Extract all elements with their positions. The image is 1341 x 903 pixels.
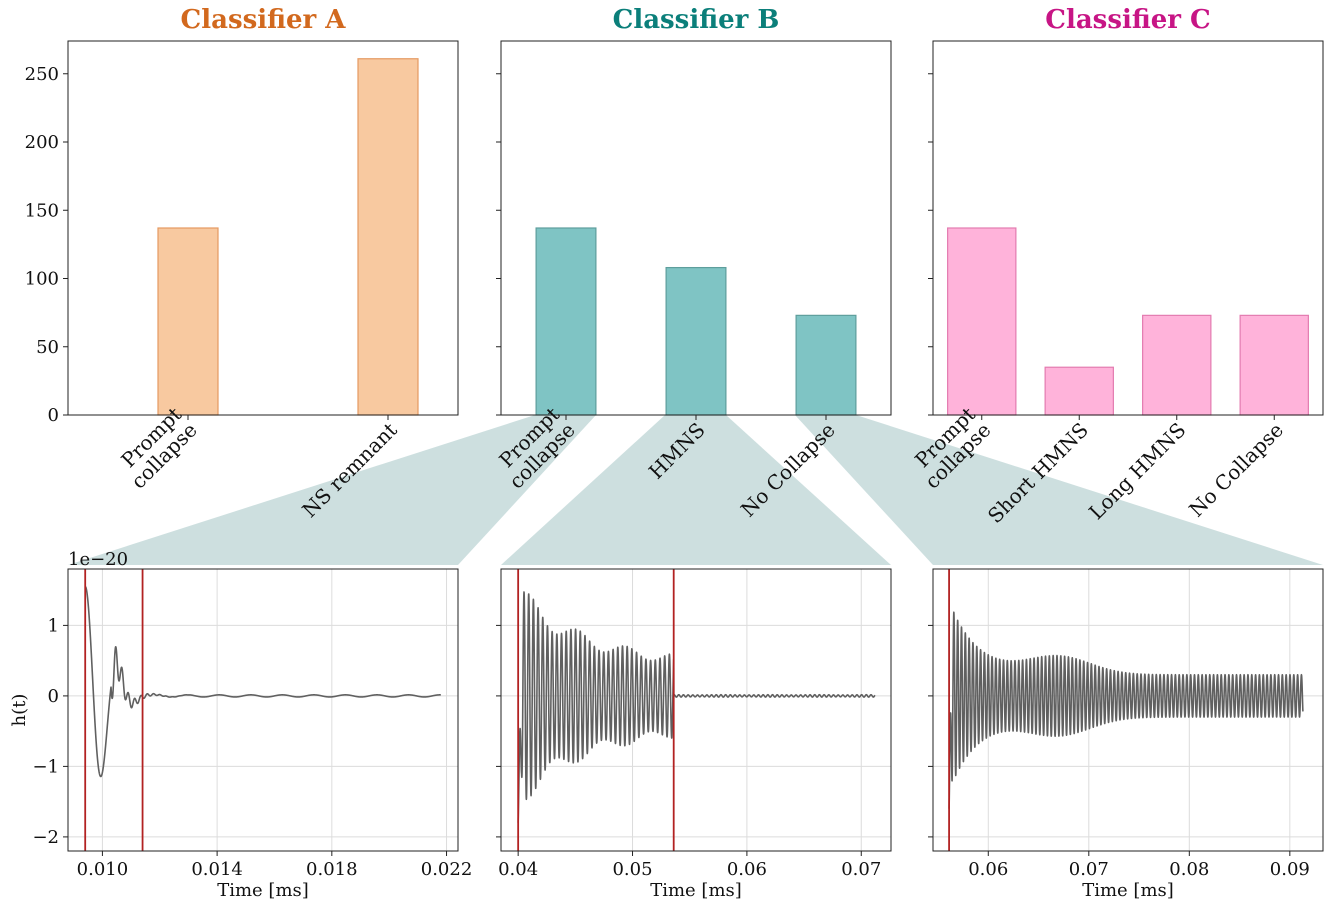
y-tick-label: 150	[25, 200, 59, 221]
axes-frame	[932, 40, 1324, 416]
x-tick-label: 0.09	[1270, 859, 1310, 880]
x-tick-label: 0.04	[498, 859, 538, 880]
y-tick-label: 0	[48, 686, 59, 707]
y-tick-label: −1	[32, 756, 59, 777]
x-tick-label: 0.010	[77, 859, 129, 880]
chart-title: Classifier A	[181, 5, 347, 35]
y-tick-label: 0	[48, 405, 59, 426]
bar-2	[357, 58, 419, 416]
y-tick-label: −2	[32, 827, 59, 848]
chart-title: Classifier B	[613, 5, 780, 35]
waveform-panel-1: 0.010 0.014 0.018 0.022 −2 −1 0 1 Time [ms] h(t)	[9, 568, 473, 901]
bar-1	[157, 227, 219, 416]
bar-4	[1239, 314, 1309, 416]
axes-frame	[500, 568, 892, 852]
y-tick-label: 250	[25, 64, 59, 85]
y-tick-label: 100	[25, 269, 59, 290]
y-tick-label: 200	[25, 132, 59, 153]
x-tick-label: 0.022	[421, 859, 473, 880]
plot-area	[68, 569, 458, 851]
x-tick-label: 0.018	[306, 859, 358, 880]
x-tick-label: 0.07	[1069, 859, 1109, 880]
x-tick-label: 0.05	[612, 859, 652, 880]
connector-wedge-3	[795, 415, 1323, 565]
x-tick-label: 0.07	[841, 859, 881, 880]
y-tick-label: 1	[48, 615, 59, 636]
panel-connectors	[68, 415, 1323, 565]
plot-area	[501, 569, 891, 851]
waveform-panel-3: 0.06 0.07 0.08 0.09 Time [ms]	[928, 568, 1324, 901]
bar-1	[947, 227, 1017, 416]
axes-frame	[67, 40, 459, 416]
waveform-line	[84, 585, 442, 778]
x-tick-label: 0.014	[191, 859, 243, 880]
axes-frame	[932, 568, 1324, 852]
connector-wedge-2	[501, 415, 891, 565]
y-tick-label: 50	[36, 337, 59, 358]
axes-frame	[67, 568, 459, 852]
x-tick-label: 0.06	[968, 859, 1008, 880]
connector-wedge-1	[68, 415, 596, 565]
bar-2	[1044, 366, 1114, 416]
waveform-line	[948, 611, 1304, 809]
bar-3	[1142, 314, 1212, 416]
chart-title: Classifier C	[1045, 5, 1210, 35]
waveform-line	[517, 591, 876, 823]
x-axis-label: Time [ms]	[1082, 880, 1174, 901]
bar-2	[665, 266, 727, 416]
waveform-panel-2: 0.04 0.05 0.06 0.07 Time [ms]	[496, 568, 892, 901]
bar-3	[795, 314, 857, 416]
category-label: No Collapse	[1184, 418, 1288, 522]
y-offset-label: 1e−20	[68, 549, 128, 570]
x-axis-label: Time [ms]	[217, 880, 309, 901]
x-axis-label: Time [ms]	[650, 880, 742, 901]
y-axis-label: h(t)	[9, 694, 30, 727]
x-tick-label: 0.08	[1169, 859, 1209, 880]
bar-1	[535, 227, 597, 416]
category-label-line: No Collapse	[1184, 418, 1288, 522]
x-tick-label: 0.06	[727, 859, 767, 880]
